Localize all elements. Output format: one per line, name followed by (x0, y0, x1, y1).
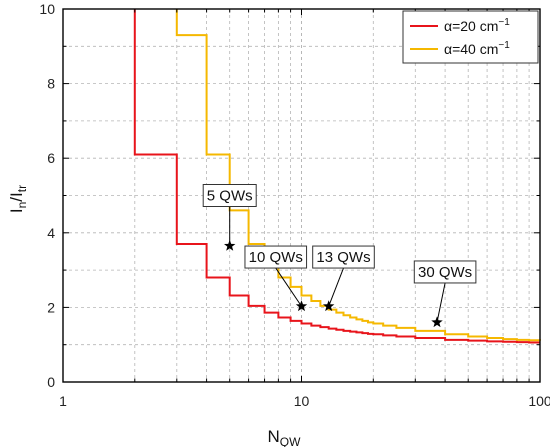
legend-label-main: α=40 cm (444, 41, 498, 57)
x-tick-label: 10 (294, 393, 310, 409)
annotation-box (312, 245, 375, 269)
annotation-label: 30 QWs (418, 264, 472, 281)
y-axis-title-sub2: tr (15, 185, 29, 192)
y-tick-label: 6 (47, 150, 55, 166)
annotation-label: 13 QWs (316, 249, 370, 266)
y-axis-title-main: I (7, 208, 26, 213)
y-tick-label: 2 (47, 299, 55, 315)
x-tick-label: 1 (59, 393, 67, 409)
y-tick-label: 8 (47, 76, 55, 92)
annotations: 5 QWs 10 QWs 13 QWs 30 QWs (202, 184, 477, 323)
legend-label-main: α=20 cm (444, 18, 498, 34)
series-line (133, 9, 540, 344)
y-tick-label: 0 (47, 374, 55, 390)
x-tick-label: 100 (528, 393, 550, 409)
annotation-box (413, 260, 477, 284)
legend-label-sup: −1 (498, 17, 510, 28)
annotation-arrow (436, 282, 446, 323)
y-tick-label: 4 (47, 225, 55, 241)
annotation-box (244, 245, 308, 269)
annotation-label: 10 QWs (249, 249, 303, 266)
annotation-label: 5 QWs (207, 188, 253, 205)
legend: α=20 cm−1α=40 cm−1 (402, 10, 539, 64)
annotation-arrow (275, 267, 302, 307)
y-axis-title: In/Itr (7, 185, 29, 213)
legend-box (402, 10, 539, 64)
y-tick-label: 10 (39, 1, 55, 17)
legend-label-sup: −1 (498, 40, 510, 51)
annotation-arrow (328, 267, 344, 307)
annotation-box (202, 184, 257, 207)
x-axis-title-sub: QW (280, 435, 301, 447)
x-axis-title-main: N (268, 427, 280, 446)
legend-label: α=40 cm−1 (444, 40, 510, 57)
y-axis-title-sub1: n (15, 202, 29, 209)
x-axis-title: NQW (268, 427, 302, 447)
y-axis-title-sep: /I (7, 192, 26, 201)
legend-label: α=20 cm−1 (444, 17, 510, 34)
